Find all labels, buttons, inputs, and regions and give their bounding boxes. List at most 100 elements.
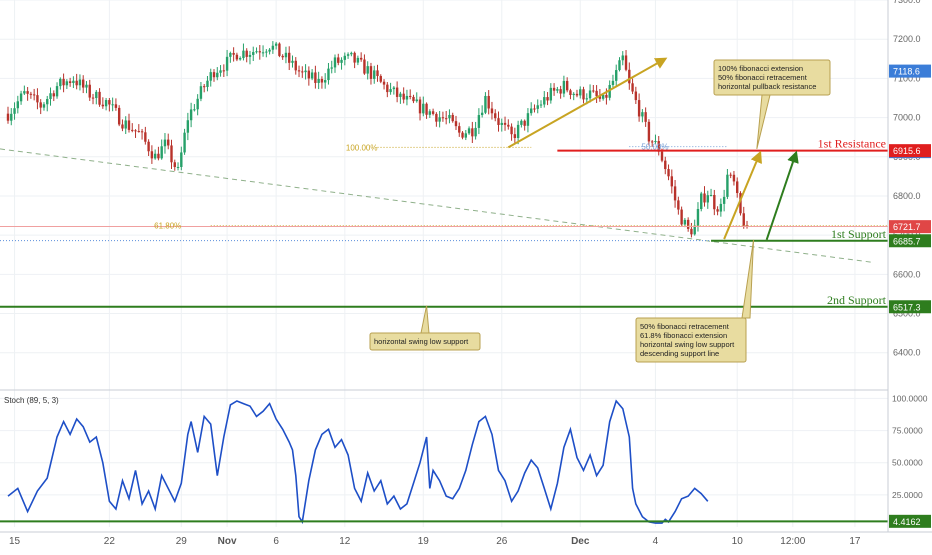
candle-body	[238, 58, 242, 60]
candle-body	[78, 79, 82, 86]
candle-body	[618, 60, 621, 71]
candle-body	[510, 126, 513, 135]
candle-body	[559, 89, 562, 94]
candle-body	[474, 127, 477, 137]
candle-body	[624, 55, 628, 70]
candle-body	[350, 52, 353, 55]
callout-text: 100% fibonacci extension	[718, 64, 803, 73]
x-tick-label: 19	[418, 536, 430, 547]
candle-body	[454, 121, 458, 127]
candle-body	[46, 98, 49, 105]
callout-background	[369, 332, 481, 351]
candle-body	[196, 98, 199, 110]
candle-body	[261, 52, 265, 54]
candle-body	[19, 93, 23, 102]
badge-background	[889, 144, 931, 158]
candle-body	[36, 95, 39, 103]
callout-pointer	[741, 239, 755, 319]
candle-body	[343, 55, 347, 60]
candle-body	[176, 166, 180, 168]
candle-body	[628, 69, 631, 84]
level-label: 1st Support	[831, 227, 887, 241]
candle-body	[232, 52, 235, 55]
candle-body	[435, 113, 438, 122]
candle-body	[134, 130, 137, 132]
candle-body	[500, 122, 503, 125]
candle-body	[216, 72, 219, 78]
candle-body	[340, 59, 343, 63]
candle-body	[719, 203, 723, 212]
candle-body	[716, 209, 719, 212]
fib-label: 100.00%	[346, 143, 378, 152]
candle-body	[709, 194, 713, 196]
callout-text: 61.8% fibonacci extension	[640, 331, 727, 340]
candle-body	[650, 141, 654, 143]
candle-body	[418, 99, 422, 114]
candle-body	[729, 174, 732, 176]
fib-label: 61.80%	[154, 222, 181, 231]
candle-body	[412, 96, 415, 102]
candle-body	[333, 57, 337, 68]
candle-body	[206, 80, 209, 87]
x-tick-label: Nov	[218, 536, 237, 547]
candle-body	[673, 186, 677, 201]
candle-body	[330, 67, 333, 69]
candle-body	[291, 60, 294, 63]
candle-body	[153, 153, 157, 159]
candle-body	[252, 52, 255, 55]
candle-body	[307, 70, 311, 79]
badge-background	[889, 64, 931, 78]
candle-body	[484, 95, 487, 113]
badge-text: 4.4162	[893, 517, 921, 527]
target-arrow	[765, 150, 799, 241]
candle-body	[677, 200, 680, 210]
candle-body	[42, 104, 46, 108]
candle-body	[565, 80, 569, 91]
candle-body	[588, 90, 592, 99]
candle-body	[150, 151, 154, 159]
x-tick-label: 17	[849, 536, 861, 547]
candle-body	[16, 101, 20, 109]
candle-body	[742, 213, 745, 226]
badge-background	[889, 220, 931, 234]
candle-body	[255, 51, 258, 53]
candle-body	[516, 124, 520, 139]
candle-body	[101, 104, 105, 107]
price-tick-label: 7300.0	[893, 0, 921, 5]
y-axis-background	[888, 0, 932, 550]
candle-body	[85, 84, 88, 88]
candle-body	[520, 120, 523, 125]
callout-text: horizontal swing low support	[374, 337, 469, 346]
candle-body	[605, 94, 608, 98]
candle-body	[95, 91, 98, 99]
candle-body	[471, 128, 474, 137]
candle-body	[274, 43, 278, 46]
candle-body	[212, 72, 216, 78]
candle-body	[68, 81, 72, 84]
badge-text: 6685.7	[893, 236, 921, 246]
candle-body	[170, 145, 173, 163]
level-badge: 6517.3	[889, 300, 931, 314]
candle-body	[98, 91, 101, 105]
candle-body	[242, 50, 245, 59]
candle-body	[369, 66, 373, 79]
candle-body	[346, 54, 350, 56]
badge-text: 6721.7	[893, 222, 921, 232]
candle-body	[75, 80, 78, 86]
projection-arrow-up	[723, 150, 762, 240]
candle-body	[124, 120, 127, 129]
candle-body	[680, 209, 683, 225]
candle-body	[667, 169, 670, 177]
candle-body	[225, 56, 229, 71]
candle-body	[683, 219, 687, 225]
candle-body	[62, 78, 65, 86]
candle-body	[82, 79, 85, 88]
candle-body	[363, 59, 366, 74]
candle-body	[39, 102, 42, 108]
candle-body	[13, 108, 16, 114]
candle-body	[608, 85, 611, 98]
candle-body	[543, 97, 546, 105]
